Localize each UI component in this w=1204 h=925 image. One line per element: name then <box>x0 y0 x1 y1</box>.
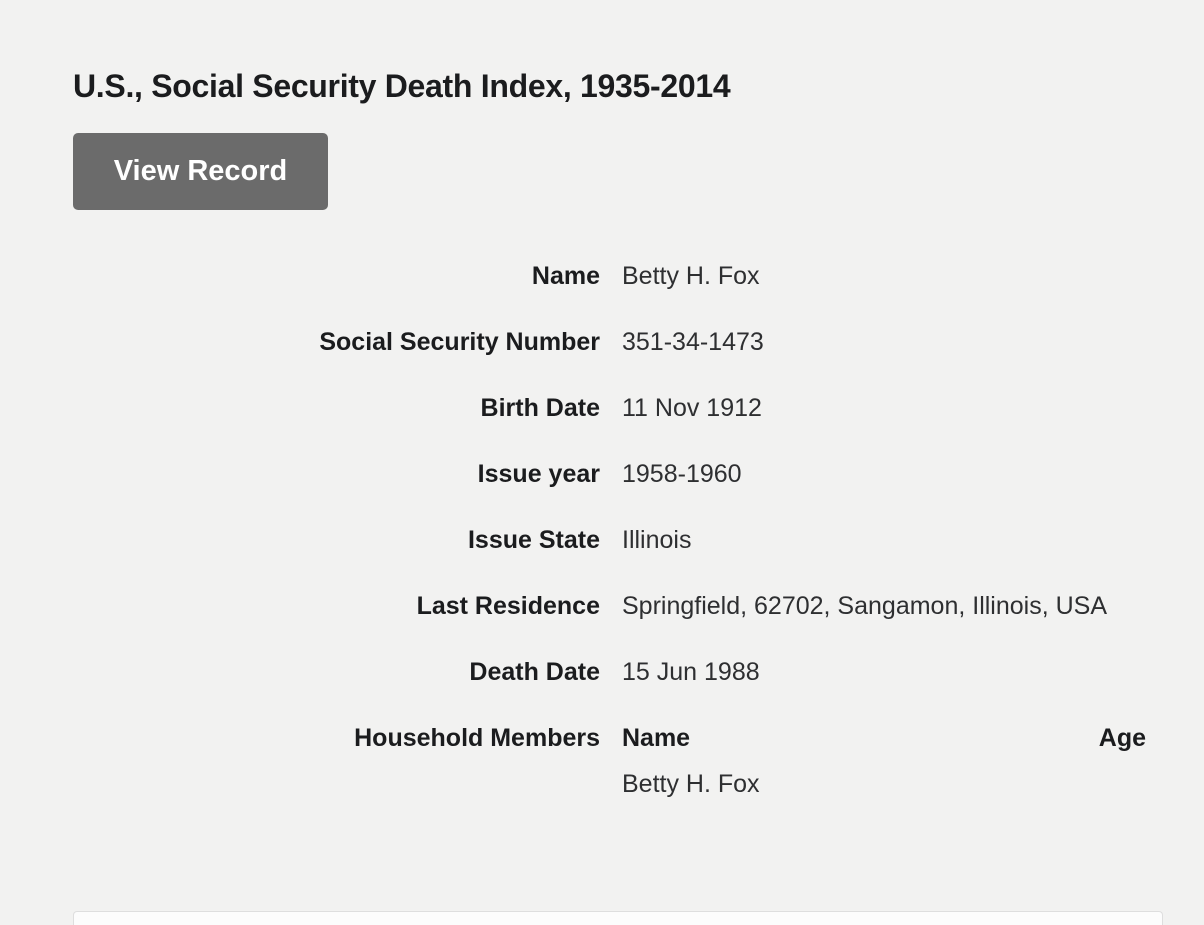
household-name-column-header: Name <box>622 724 691 752</box>
household-table-header: Name Age <box>622 715 1146 761</box>
household-members-row: Household Members Name Age Betty H. Fox <box>73 715 1146 807</box>
field-label: Issue year <box>477 460 600 488</box>
field-value: 1958-1960 <box>622 460 742 488</box>
record-field-row: Birth Date 11 Nov 1912 <box>73 385 1146 431</box>
household-member-row: Betty H. Fox <box>622 761 1146 807</box>
next-section-card-edge <box>73 911 1163 925</box>
household-members-label: Household Members <box>354 724 600 752</box>
record-field-row: Death Date 15 Jun 1988 <box>73 649 1146 695</box>
field-value: 15 Jun 1988 <box>622 658 760 686</box>
record-field-row: Last Residence Springfield, 62702, Sanga… <box>73 583 1146 629</box>
record-fields: Name Betty H. Fox Social Security Number… <box>73 253 1146 827</box>
field-label: Issue State <box>467 526 600 554</box>
field-label: Birth Date <box>480 394 600 422</box>
record-field-row: Issue year 1958-1960 <box>73 451 1146 497</box>
field-value: Springfield, 62702, Sangamon, Illinois, … <box>622 592 1108 620</box>
household-members-table: Name Age Betty H. Fox <box>622 715 1146 807</box>
field-label: Social Security Number <box>319 328 600 356</box>
record-field-row: Social Security Number 351-34-1473 <box>73 319 1146 365</box>
view-record-button[interactable]: View Record <box>73 133 328 210</box>
field-label: Last Residence <box>416 592 600 620</box>
record-field-row: Name Betty H. Fox <box>73 253 1146 299</box>
field-value: Illinois <box>622 526 692 554</box>
field-label: Name <box>531 262 600 290</box>
record-field-row: Issue State Illinois <box>73 517 1146 563</box>
field-value: Betty H. Fox <box>622 262 760 290</box>
household-age-column-header: Age <box>1098 724 1146 752</box>
field-value: 351-34-1473 <box>622 328 764 356</box>
field-value: 11 Nov 1912 <box>622 394 762 422</box>
field-label: Death Date <box>469 658 600 686</box>
household-member-name: Betty H. Fox <box>622 770 760 798</box>
record-collection-title: U.S., Social Security Death Index, 1935-… <box>73 68 731 105</box>
